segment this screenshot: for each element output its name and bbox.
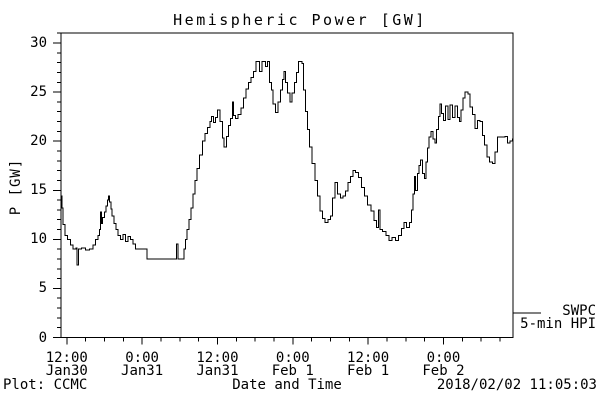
x-tick-label-date: Jan31	[121, 363, 164, 379]
y-tick-label: 5	[38, 280, 47, 297]
y-tick-label: 0	[38, 329, 47, 346]
y-tick-label: 10	[30, 231, 47, 248]
y-tick-label: 30	[30, 35, 47, 51]
y-tick-label: 20	[30, 133, 47, 150]
plot-border	[60, 32, 514, 338]
x-tick-label-date: Feb 1	[271, 363, 314, 379]
x-tick-label-time: 12:00	[45, 350, 88, 366]
x-tick-label-time: 0:00	[125, 350, 159, 366]
x-tick-label-time: 12:00	[347, 350, 390, 366]
chart-title: Hemispheric Power [GW]	[173, 11, 427, 29]
x-tick-label-date: Jan30	[45, 363, 88, 379]
legend-series-name: 5-min HPI	[520, 316, 596, 332]
footer-timestamp: 2018/02/02 11:05:03	[436, 377, 597, 393]
y-tick-label: 15	[30, 182, 47, 199]
hpi-data-line	[61, 61, 514, 266]
x-tick-label-time: 0:00	[426, 350, 461, 366]
footer-plot-source: Plot: CCMC	[3, 377, 88, 393]
x-tick-label-date: Feb 1	[347, 363, 390, 379]
x-tick-label-time: 0:00	[275, 350, 310, 366]
x-tick-label-date: Feb 2	[422, 363, 465, 379]
x-tick-label-time: 12:00	[196, 350, 239, 366]
x-axis-title: Date and Time	[232, 377, 342, 393]
x-tick-label-date: Jan31	[196, 363, 239, 379]
y-tick-label: 25	[30, 84, 47, 101]
legend-series-source: SWPC	[562, 303, 596, 319]
